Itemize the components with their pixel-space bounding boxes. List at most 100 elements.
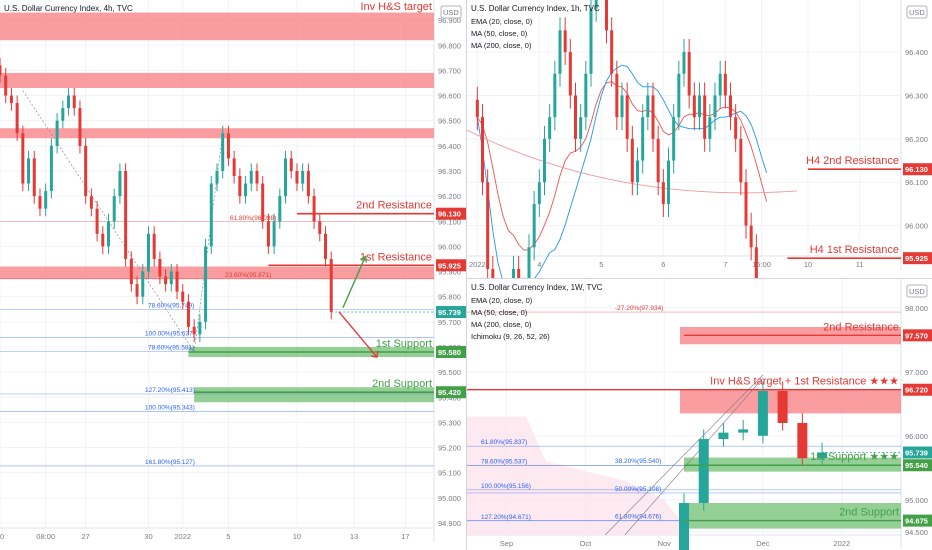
candle-body <box>553 73 557 118</box>
chart-1w-indicator-ma200: MA (200, close, 0) <box>471 320 532 329</box>
bearish-arrowhead <box>370 350 379 358</box>
y-tick-label: 96.300 <box>438 167 461 176</box>
chart-4h-canvas[interactable]: 96.900 96.800 96.700 96.600 96.500 96.400 96.3… <box>0 0 466 550</box>
fib-label: 127.20%(94.671) <box>481 514 531 521</box>
fib-label: 78.60%(95.581) <box>148 345 194 352</box>
candle-body <box>579 117 583 139</box>
chart-4h[interactable]: 96.900 96.800 96.700 96.600 96.500 96.400 96.3… <box>0 0 466 550</box>
level-price-tag-bg <box>903 383 932 396</box>
y-tick-label: 96.200 <box>905 135 928 144</box>
panel-divider-horizontal[interactable] <box>467 278 932 279</box>
level-label: 2nd Resistance <box>823 321 899 333</box>
panel-divider-vertical[interactable] <box>466 0 467 550</box>
candle-body <box>558 30 562 74</box>
chart-1w-canvas[interactable]: 98.000 97.000 96.000 95.000 94.500 Sep Oct Nov D… <box>467 279 932 550</box>
y-tick-label: 95.000 <box>905 496 928 505</box>
fib-label: 100.00%(95.156) <box>481 483 531 490</box>
bullish-arrowhead <box>360 255 368 263</box>
y-tick-label: 96.800 <box>438 41 461 50</box>
level-price-tag: 94.675 <box>905 517 928 526</box>
resistance-zone <box>680 389 901 414</box>
x-tick-label: 11 <box>856 260 864 269</box>
x-tick-label: 16:00 <box>752 260 771 269</box>
candle-body <box>158 258 162 277</box>
candle-body <box>49 145 53 192</box>
resistance-zone <box>0 128 434 139</box>
level-price-tag-bg <box>903 329 932 342</box>
candle-body <box>192 326 196 335</box>
chart-1w-indicator-ema: EMA (20, close, 0) <box>471 296 533 305</box>
candle-body <box>95 208 99 234</box>
candle-body <box>146 233 150 272</box>
y-tick-label: 96.000 <box>905 432 928 441</box>
support-zone <box>194 387 434 403</box>
candle-body <box>713 95 717 118</box>
candle-body <box>204 246 208 322</box>
level-price-tag: 95.420 <box>438 388 461 397</box>
candle-body <box>324 233 327 259</box>
candle-body <box>141 271 145 297</box>
level-label: Inv H&S target + 1st Resistance ★★★ <box>710 376 899 388</box>
y-tick-label: 96.900 <box>438 16 461 25</box>
candle-body <box>84 145 88 197</box>
currency-badge-bg <box>906 5 928 19</box>
candle-body <box>548 117 552 139</box>
chart-1h[interactable]: 96.400 96.300 96.200 96.100 96.000 2022 4 5 6 7 16… <box>467 0 932 278</box>
fib-label: 78.60%(95.749) <box>148 303 194 310</box>
candle-body <box>112 196 116 222</box>
candle-body <box>749 225 753 248</box>
candle-body <box>226 133 230 159</box>
x-tick-label: 13 <box>350 532 358 541</box>
y-tick-label: 95.000 <box>438 494 461 503</box>
fib-label: 61.80%(96.098) <box>230 215 276 222</box>
candle-body <box>118 170 122 197</box>
candle-body <box>620 95 624 118</box>
candle-body <box>295 170 299 184</box>
candle-body <box>527 247 531 278</box>
chart-1w[interactable]: 98.000 97.000 96.000 95.000 94.500 Sep Oct Nov D… <box>467 279 932 550</box>
candle-body <box>729 95 732 118</box>
candle-body <box>232 158 236 176</box>
x-tick-label: 17 <box>401 532 409 541</box>
y-tick-label: 96.600 <box>438 92 461 101</box>
chart-1h-canvas[interactable]: 96.400 96.300 96.200 96.100 96.000 2022 4 5 6 7 16… <box>467 0 932 278</box>
candle-body <box>698 439 709 503</box>
fib-guide-line <box>193 133 224 353</box>
currency-badge-bg <box>906 284 928 298</box>
x-tick-label: 6 <box>661 260 665 269</box>
candle-body <box>641 117 645 161</box>
candle-body <box>543 138 546 183</box>
chart-1h-title: U.S. Dollar Currency Index, 1h, TVC <box>471 4 600 13</box>
x-tick-label: Oct <box>580 539 593 548</box>
candle-body <box>312 196 316 222</box>
candle-body <box>329 258 333 312</box>
candle-body <box>306 170 310 197</box>
y-tick-label: 97.000 <box>905 368 928 377</box>
y-tick-label: 95.100 <box>438 469 461 478</box>
level-price-tag: 95.580 <box>438 348 461 357</box>
candle-body <box>568 52 572 96</box>
y-tick-label: 95.300 <box>438 418 461 427</box>
candle-body <box>738 429 749 433</box>
y-tick-label: 96.400 <box>905 48 928 57</box>
candle-body <box>72 95 76 109</box>
y-tick-label: 96.700 <box>438 66 461 75</box>
candle-body <box>672 117 676 161</box>
level-label: 2nd Support <box>839 507 899 519</box>
chart-4h-title: U.S. Dollar Currency Index, 4h, TVC <box>4 4 133 13</box>
candle-body <box>0 65 2 76</box>
last-price-tag: 95.739 <box>905 449 928 458</box>
level-price-tag-bg <box>903 252 932 265</box>
candle-body <box>651 95 655 139</box>
level-price-tag: 95.925 <box>905 254 928 263</box>
candle-body <box>318 221 322 234</box>
candle-body <box>584 73 588 118</box>
chart-1w-title: U.S. Dollar Currency Index, 1W, TVC <box>471 283 603 292</box>
chart-1h-indicator-ma200: MA (200, close, 0) <box>471 41 532 50</box>
level-label: 1st Resistance <box>360 251 432 263</box>
candle-body <box>169 271 173 285</box>
candle-body <box>667 160 670 204</box>
candle-body <box>625 95 629 139</box>
x-tick-label: Sep <box>500 539 513 548</box>
candle-body <box>739 138 743 183</box>
